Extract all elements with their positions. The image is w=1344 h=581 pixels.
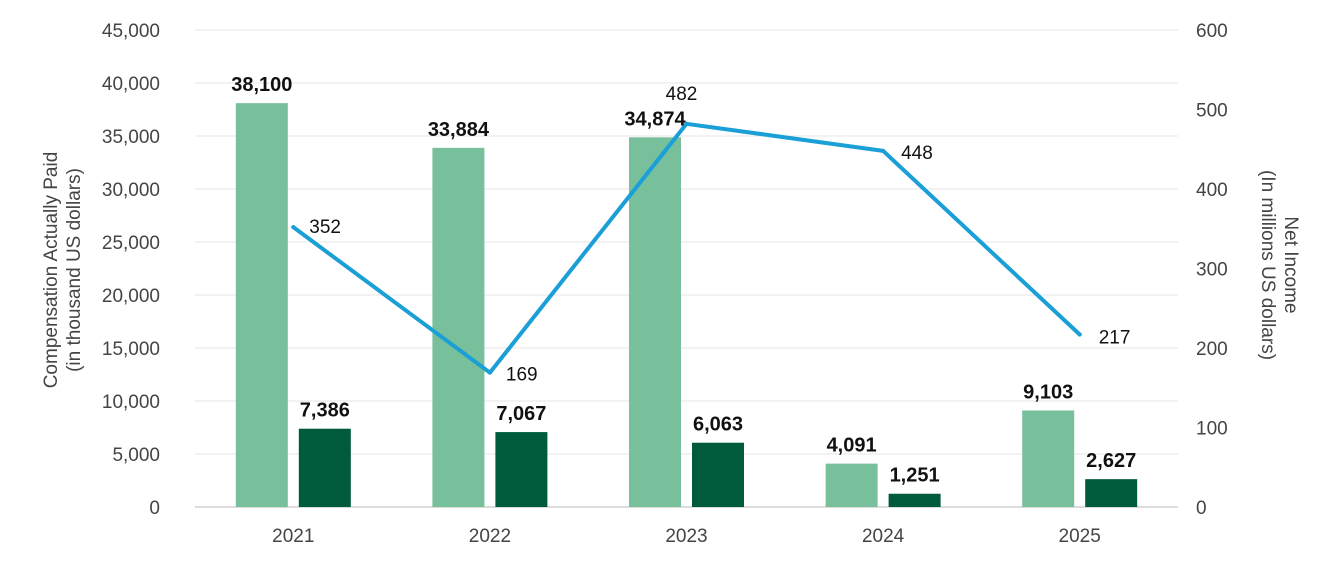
right-tick-label: 600	[1196, 21, 1228, 42]
net-income-label-2025: 217	[1099, 327, 1131, 348]
x-axis-ticks: 2021 2022 2023 2024 2025	[272, 526, 1101, 547]
left-tick-label: 30,000	[102, 180, 160, 201]
bar-neo-2024	[888, 493, 941, 507]
bar-neo-2023	[692, 442, 744, 507]
net-income-label-2023: 482	[666, 84, 698, 105]
left-axis-subtitle: (in thousand US dollars)	[64, 168, 85, 372]
x-tick-label-2023: 2023	[665, 526, 707, 547]
bar-neo-2022	[495, 432, 548, 507]
net-income-label-2022: 169	[506, 365, 538, 386]
bar-peo-2021	[235, 103, 288, 507]
left-tick-label: 20,000	[102, 286, 160, 307]
net-income-point-2021	[291, 225, 296, 230]
x-tick-label-2021: 2021	[272, 526, 314, 547]
data-labels: 38,100 7,386 33,884 7,067 34,874 6,063 4,091 1,…	[231, 74, 1136, 487]
bar-peo-2024	[825, 463, 878, 507]
left-tick-label: 10,000	[102, 392, 160, 413]
left-tick-label: 15,000	[102, 339, 160, 360]
bar-label-neo-2024: 1,251	[890, 465, 940, 487]
net-income-label-2024: 448	[901, 143, 933, 164]
right-tick-label: 300	[1196, 260, 1228, 281]
bar-label-peo-2022: 33,884	[428, 119, 490, 141]
bar-label-peo-2024: 4,091	[827, 435, 877, 457]
bar-peo-2025	[1022, 410, 1075, 507]
net-income-point-2022	[487, 370, 492, 375]
left-axis-ticks: 0 5,000 10,000 15,000 20,000 25,000 30,000 35,0…	[102, 21, 160, 519]
bar-label-neo-2022: 7,067	[496, 403, 546, 425]
left-tick-label: 40,000	[102, 74, 160, 95]
right-axis-ticks: 0 100 200 300 400 500 600	[1196, 21, 1228, 519]
right-tick-label: 400	[1196, 180, 1228, 201]
left-tick-label: 25,000	[102, 233, 160, 254]
bar-label-neo-2023: 6,063	[693, 414, 743, 436]
bar-label-peo-2021: 38,100	[231, 74, 292, 96]
right-tick-label: 100	[1196, 419, 1228, 440]
bar-label-peo-2025: 9,103	[1023, 382, 1073, 404]
x-tick-label-2024: 2024	[862, 526, 905, 547]
right-tick-label: 0	[1196, 498, 1207, 519]
net-income-point-2023	[684, 121, 689, 126]
left-axis-title: Compensation Actually Paid	[41, 152, 62, 389]
right-tick-label: 500	[1196, 101, 1228, 122]
net-income-line	[291, 121, 1082, 375]
net-income-label-2021: 352	[309, 217, 341, 238]
right-axis-title: Net Income	[1280, 216, 1301, 313]
left-tick-label: 0	[149, 498, 160, 519]
left-tick-label: 45,000	[102, 21, 160, 42]
bar-label-peo-2023: 34,874	[624, 108, 686, 130]
right-tick-label: 200	[1196, 339, 1228, 360]
right-axis-subtitle: (In millions US dollars)	[1257, 170, 1278, 360]
net-income-point-2024	[881, 148, 886, 153]
bar-peo-2022	[432, 147, 485, 508]
x-tick-label-2025: 2025	[1059, 526, 1101, 547]
bar-label-neo-2021: 7,386	[300, 400, 350, 422]
net-income-point-2025	[1077, 332, 1082, 337]
left-tick-label: 5,000	[112, 445, 160, 466]
bar-label-neo-2025: 2,627	[1086, 450, 1136, 472]
bars	[235, 103, 1138, 508]
net-income-line-group	[291, 121, 1082, 375]
bar-neo-2025	[1085, 479, 1138, 507]
x-tick-label-2022: 2022	[469, 526, 511, 547]
bar-neo-2021	[298, 428, 351, 507]
gridlines	[195, 29, 1178, 508]
left-tick-label: 35,000	[102, 127, 160, 148]
bar-peo-2023	[629, 137, 681, 507]
